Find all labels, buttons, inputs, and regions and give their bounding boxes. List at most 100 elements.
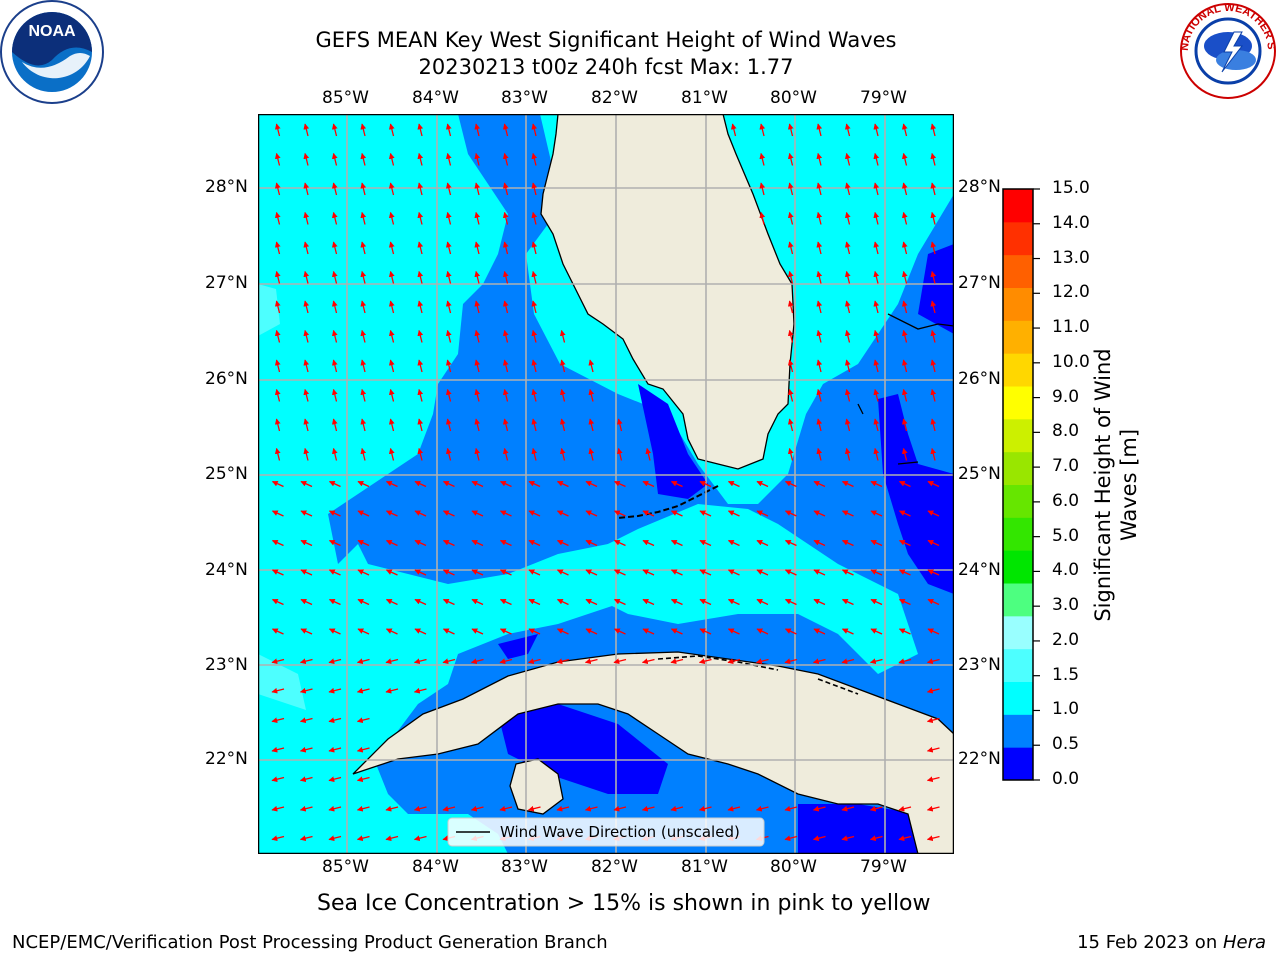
- wind-wave-arrow: [901, 241, 908, 255]
- bahamas-coast: [857, 313, 954, 465]
- wind-wave-arrow: [531, 300, 538, 314]
- wind-wave-arrow: [813, 598, 826, 606]
- wind-wave-arrow: [841, 480, 854, 488]
- wind-wave-arrow: [670, 628, 683, 635]
- wind-wave-arrow: [927, 598, 940, 606]
- wind-wave-arrow: [613, 628, 626, 635]
- legend-label: Wind Wave Direction (unscaled): [500, 823, 740, 841]
- wind-wave-arrow: [328, 835, 342, 842]
- wind-wave-arrow: [502, 359, 509, 373]
- wind-wave-arrow: [926, 776, 940, 783]
- wind-wave-arrow: [559, 359, 566, 373]
- wind-wave-arrow: [445, 270, 452, 284]
- wind-wave-arrow: [274, 300, 281, 314]
- wind-wave-arrow: [274, 270, 281, 284]
- wind-wave-arrow: [271, 539, 284, 547]
- wind-wave-arrow: [331, 388, 338, 402]
- wind-wave-arrow: [388, 152, 395, 166]
- wind-wave-arrow: [613, 805, 627, 812]
- wind-wave-arrow: [474, 241, 481, 255]
- wind-wave-arrow: [670, 805, 684, 812]
- wind-wave-arrow: [816, 241, 823, 255]
- wind-wave-arrow: [442, 658, 456, 665]
- noaa-logo: NOAA: [0, 0, 104, 104]
- wind-wave-arrow: [303, 152, 310, 166]
- wind-wave-arrow: [642, 628, 655, 635]
- wind-wave-arrow: [531, 270, 538, 284]
- wind-wave-arrow: [812, 835, 826, 842]
- wind-wave-arrow: [300, 480, 313, 488]
- wind-wave-arrow: [299, 687, 313, 694]
- wind-wave-arrow: [813, 510, 826, 517]
- wind-wave-arrow: [841, 628, 854, 635]
- wind-wave-arrow: [699, 569, 712, 576]
- wind-wave-arrow: [474, 182, 481, 196]
- wind-wave-arrow: [670, 510, 683, 517]
- wind-wave-arrow: [816, 182, 823, 196]
- wind-wave-arrow: [556, 658, 570, 665]
- wind-wave-arrow: [556, 569, 569, 576]
- wind-wave-arrow: [385, 569, 398, 576]
- wind-wave-arrow: [271, 717, 285, 724]
- wind-wave-arrow: [474, 270, 481, 284]
- wind-wave-arrow: [784, 628, 797, 635]
- wind-wave-arrow: [331, 270, 338, 284]
- wind-wave-arrow: [812, 805, 826, 812]
- lon-label-top: 80°W: [770, 88, 817, 108]
- wind-wave-arrow: [474, 152, 481, 166]
- wind-wave-arrow: [303, 182, 310, 196]
- wind-wave-arrow: [727, 805, 741, 812]
- wind-wave-arrow: [927, 569, 940, 576]
- lat-label-left: 27°N: [205, 273, 248, 293]
- wind-wave-arrow: [699, 628, 712, 635]
- wind-wave-arrow: [816, 123, 823, 137]
- wind-wave-arrows: [271, 123, 940, 842]
- wind-wave-arrow: [502, 182, 509, 196]
- wind-wave-arrow: [844, 211, 851, 225]
- wind-wave-arrow: [926, 746, 940, 753]
- wind-wave-arrow: [556, 480, 569, 488]
- colorbar-band: [1003, 189, 1033, 223]
- wind-wave-arrow: [844, 329, 851, 343]
- wind-wave-arrow: [873, 359, 880, 373]
- wind-wave-arrow: [357, 598, 370, 606]
- wind-wave-arrow: [585, 480, 598, 488]
- wind-wave-arrow: [756, 598, 769, 606]
- colorbar-band: [1003, 418, 1033, 453]
- wind-wave-arrow: [787, 359, 794, 373]
- colorbar-tick-label: 3.0: [1052, 595, 1080, 616]
- wind-wave-arrow: [556, 628, 569, 635]
- wind-wave-arrow: [642, 480, 655, 488]
- wind-wave-arrow: [873, 447, 880, 461]
- colorbar-tick-label: 0.5: [1052, 734, 1080, 755]
- wind-wave-arrow: [474, 329, 481, 343]
- wind-wave-arrow: [417, 418, 424, 432]
- wind-wave-arrow: [328, 598, 341, 606]
- wind-wave-arrow: [927, 480, 940, 488]
- wind-wave-arrow: [898, 658, 912, 665]
- wind-wave-arrow: [502, 152, 509, 166]
- wind-wave-arrow: [271, 776, 285, 783]
- wind-wave-arrow: [759, 182, 766, 196]
- wind-wave-arrow: [641, 805, 655, 812]
- wind-wave-arrow: [585, 628, 598, 635]
- wind-wave-arrow: [385, 598, 398, 606]
- wind-wave-arrow: [528, 510, 541, 517]
- wind-wave-arrow: [787, 388, 794, 402]
- wind-wave-arrow: [274, 388, 281, 402]
- lon-label-top: 79°W: [860, 88, 907, 108]
- colorbar-band: [1003, 648, 1033, 682]
- wind-wave-arrow: [930, 182, 937, 196]
- wind-wave-arrow: [841, 569, 854, 576]
- wind-wave-arrow: [388, 270, 395, 284]
- wind-wave-arrow: [588, 418, 595, 432]
- wind-wave-arrow: [870, 539, 883, 547]
- wind-wave-arrow: [841, 805, 855, 812]
- wind-wave-arrow: [844, 447, 851, 461]
- colorbar-tick-label: 7.0: [1052, 456, 1080, 477]
- wind-wave-arrow: [385, 510, 398, 517]
- wind-wave-arrow: [417, 270, 424, 284]
- lon-label-bottom: 83°W: [501, 857, 548, 877]
- wind-wave-arrow: [812, 658, 826, 665]
- wind-wave-arrow: [926, 687, 940, 694]
